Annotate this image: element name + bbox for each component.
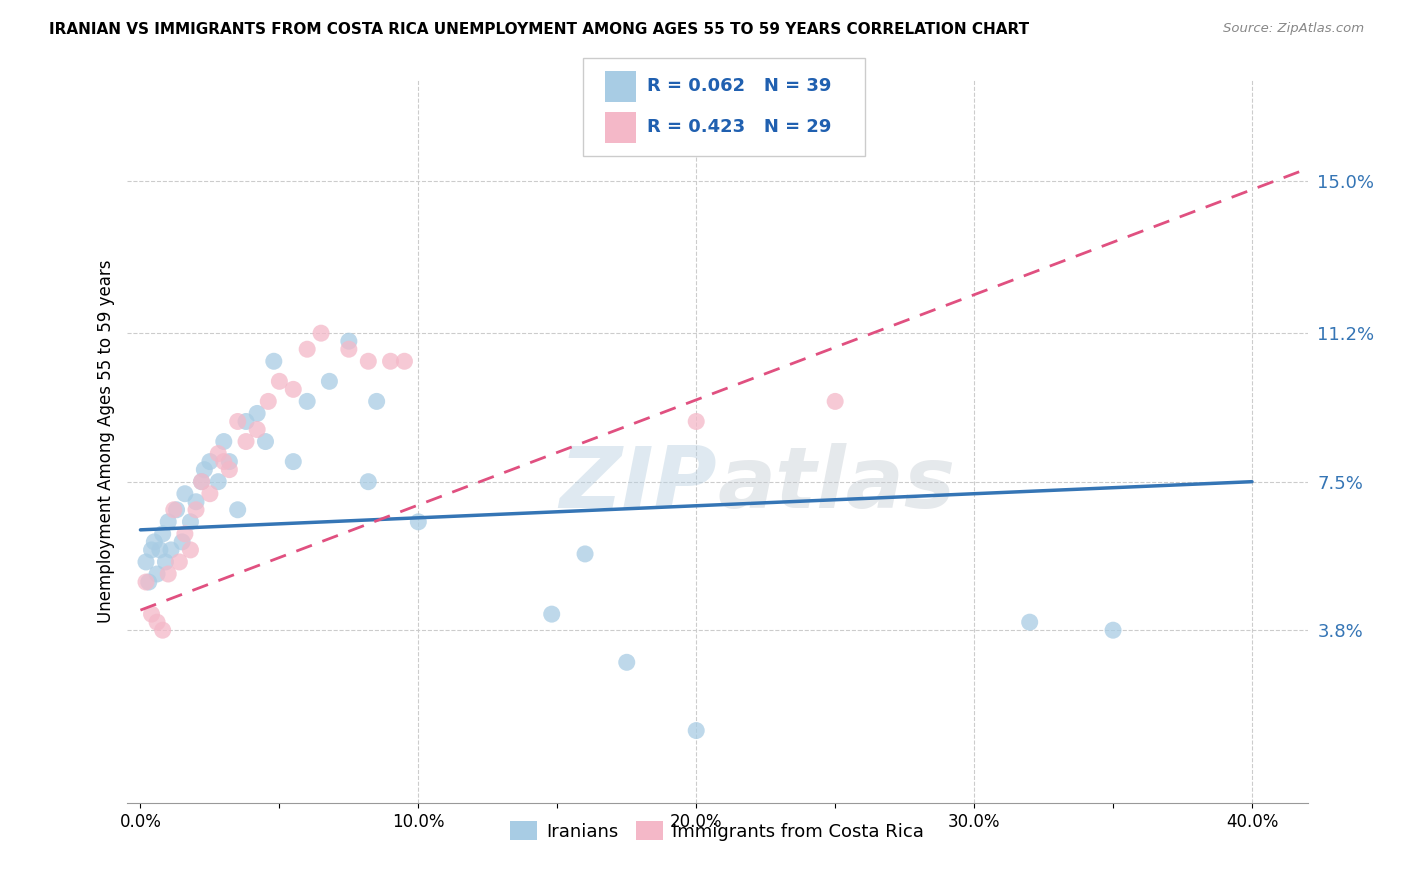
Point: [207, 446, 229, 460]
Point: [824, 394, 846, 409]
Point: [179, 542, 201, 557]
Point: [138, 574, 160, 589]
Point: [198, 487, 221, 501]
Point: [179, 515, 201, 529]
Point: [235, 434, 257, 449]
Point: [540, 607, 562, 621]
Point: [394, 354, 416, 368]
Point: [166, 502, 188, 516]
Point: [226, 502, 249, 516]
Point: [226, 414, 249, 428]
Point: [357, 354, 380, 368]
Point: [193, 462, 215, 476]
Point: [218, 462, 240, 476]
Point: [163, 502, 186, 516]
Point: [141, 542, 163, 557]
Point: [146, 615, 169, 630]
Text: IRANIAN VS IMMIGRANTS FROM COSTA RICA UNEMPLOYMENT AMONG AGES 55 TO 59 YEARS COR: IRANIAN VS IMMIGRANTS FROM COSTA RICA UN…: [49, 22, 1029, 37]
Point: [149, 542, 172, 557]
Point: [157, 567, 180, 582]
Point: [309, 326, 332, 341]
Point: [212, 434, 235, 449]
Point: [190, 475, 212, 489]
Point: [283, 382, 305, 396]
Text: R = 0.062   N = 39: R = 0.062 N = 39: [647, 77, 831, 95]
Point: [685, 414, 707, 428]
Point: [246, 407, 269, 421]
Point: [269, 374, 291, 388]
Point: [257, 394, 280, 409]
Point: [198, 454, 221, 469]
Point: [174, 526, 197, 541]
Point: [246, 423, 269, 437]
Text: Source: ZipAtlas.com: Source: ZipAtlas.com: [1223, 22, 1364, 36]
Point: [174, 487, 197, 501]
Point: [152, 526, 174, 541]
Point: [143, 534, 166, 549]
Point: [155, 555, 177, 569]
Point: [1018, 615, 1040, 630]
Point: [172, 534, 194, 549]
Point: [263, 354, 285, 368]
Point: [146, 567, 169, 582]
Point: [207, 475, 229, 489]
Point: [1102, 623, 1125, 637]
Text: R = 0.423   N = 29: R = 0.423 N = 29: [647, 118, 831, 136]
Y-axis label: Unemployment Among Ages 55 to 59 years: Unemployment Among Ages 55 to 59 years: [97, 260, 115, 624]
Point: [295, 394, 318, 409]
Legend: Iranians, Immigrants from Costa Rica: Iranians, Immigrants from Costa Rica: [502, 814, 932, 848]
Text: atlas: atlas: [717, 443, 955, 526]
Point: [616, 655, 638, 669]
Point: [184, 494, 207, 508]
Point: [366, 394, 388, 409]
Point: [135, 574, 157, 589]
Point: [212, 454, 235, 469]
Point: [408, 515, 430, 529]
Point: [141, 607, 163, 621]
Point: [184, 502, 207, 516]
Point: [190, 475, 212, 489]
Point: [380, 354, 402, 368]
Point: [685, 723, 707, 738]
Point: [318, 374, 340, 388]
Point: [135, 555, 157, 569]
Point: [152, 623, 174, 637]
Point: [218, 454, 240, 469]
Point: [357, 475, 380, 489]
Point: [157, 515, 180, 529]
Text: ZIP: ZIP: [560, 443, 717, 526]
Point: [295, 342, 318, 356]
Point: [235, 414, 257, 428]
Point: [574, 547, 596, 561]
Point: [337, 342, 360, 356]
Point: [160, 542, 183, 557]
Point: [254, 434, 277, 449]
Point: [169, 555, 191, 569]
Point: [337, 334, 360, 348]
Point: [283, 454, 305, 469]
